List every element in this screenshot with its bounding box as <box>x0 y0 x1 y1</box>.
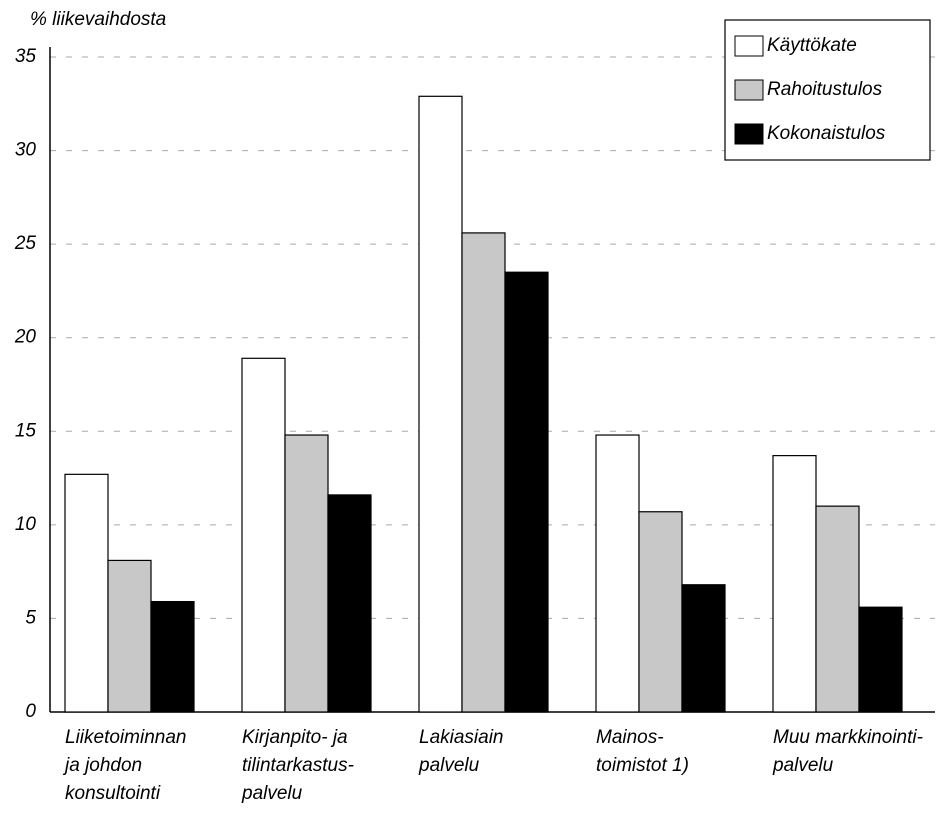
y-tick-label: 35 <box>15 46 37 67</box>
legend-label: Rahoitustulos <box>767 79 883 100</box>
bar <box>504 271 549 713</box>
bar <box>284 434 329 713</box>
x-tick-label: palvelu <box>418 755 480 776</box>
bar <box>150 600 195 713</box>
bar <box>638 511 683 713</box>
x-tick-label: Lakiasiain <box>419 727 504 748</box>
y-tick-label: 10 <box>15 514 37 535</box>
legend-swatch <box>734 79 764 101</box>
y-axis-label: % liikevaihdosta <box>30 9 166 30</box>
bar <box>241 357 286 713</box>
x-tick-label: Muu markkinointi- <box>773 727 923 748</box>
bar <box>815 505 860 713</box>
bar <box>772 455 817 713</box>
x-tick-label: palvelu <box>772 755 834 776</box>
x-tick-label: ja johdon <box>62 755 142 776</box>
y-tick-label: 5 <box>25 607 36 628</box>
x-tick-label: palvelu <box>241 783 303 804</box>
x-tick-label: toimistot 1) <box>596 755 689 776</box>
x-tick-label: Mainos- <box>596 727 664 748</box>
bar <box>107 559 152 713</box>
bar <box>327 494 372 713</box>
x-tick-label: Kirjanpito- ja <box>242 727 348 748</box>
bar <box>418 95 463 713</box>
legend-label: Kokonaistulos <box>767 123 886 144</box>
legend-swatch <box>734 123 764 145</box>
y-tick-label: 20 <box>14 327 37 348</box>
bar <box>595 434 640 713</box>
legend-swatch <box>734 35 764 57</box>
bar <box>858 606 903 713</box>
x-tick-label: Liiketoiminnan <box>65 727 186 748</box>
y-tick-label: 30 <box>15 140 37 161</box>
x-tick-label: konsultointi <box>65 783 161 804</box>
bar <box>681 584 726 713</box>
y-tick-label: 25 <box>14 233 37 254</box>
bar <box>461 232 506 713</box>
y-tick-label: 0 <box>25 701 36 722</box>
legend-label: Käyttökate <box>767 35 857 56</box>
x-tick-label: tilintarkastus- <box>242 755 354 776</box>
y-tick-label: 15 <box>15 420 37 441</box>
bar <box>64 473 109 713</box>
